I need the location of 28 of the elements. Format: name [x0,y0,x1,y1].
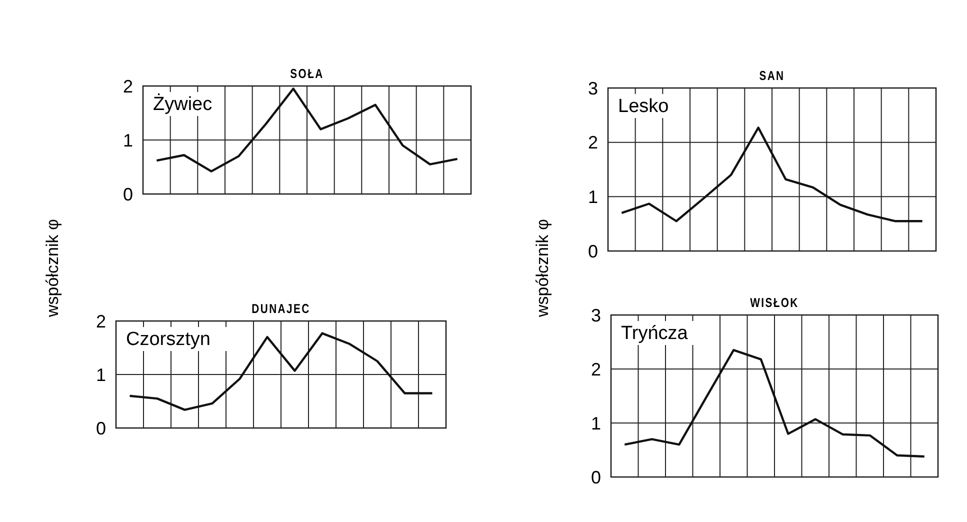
chart-title: SAN [759,68,785,84]
y-tick-label: 1 [590,413,601,434]
chart-title: SOŁA [290,66,324,82]
chart-title: WISŁOK [750,296,799,310]
y-tick-label: 3 [590,305,601,326]
annotation: Żywiec [153,93,212,115]
y-axis-title: współcznik φ [533,219,552,318]
y-tick-label: 0 [590,467,601,488]
annotation: Tryńcza [621,323,688,344]
y-tick-label: 0 [96,418,106,438]
line-series [620,126,924,222]
line-series [624,349,926,458]
line-series [128,332,434,411]
y-tick-label: 2 [122,76,133,96]
y-axis-title: współcznik φ [43,219,62,318]
y-tick-label: 1 [96,364,106,385]
y-tick-label: 2 [588,132,598,153]
y-tick-label: 2 [590,359,601,380]
y-tick-label: 1 [588,186,598,207]
annotation: Czorsztyn [126,329,210,350]
line-series [156,88,458,172]
y-tick-label: 1 [122,130,133,150]
annotation: Lesko [618,96,669,117]
y-tick-label: 2 [96,311,106,332]
chart-title: DUNAJEC [252,302,310,316]
y-tick-label: 3 [588,78,598,98]
y-tick-label: 0 [122,184,133,204]
y-tick-label: 0 [588,241,598,262]
